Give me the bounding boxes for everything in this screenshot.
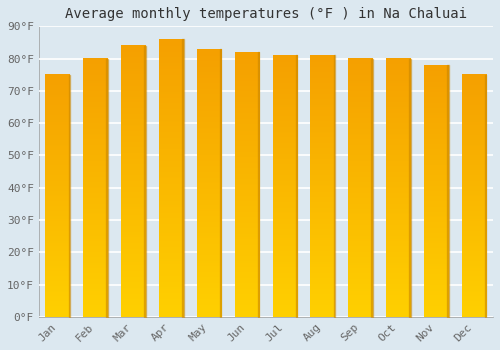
Title: Average monthly temperatures (°F ) in Na Chaluai: Average monthly temperatures (°F ) in Na… (65, 7, 467, 21)
